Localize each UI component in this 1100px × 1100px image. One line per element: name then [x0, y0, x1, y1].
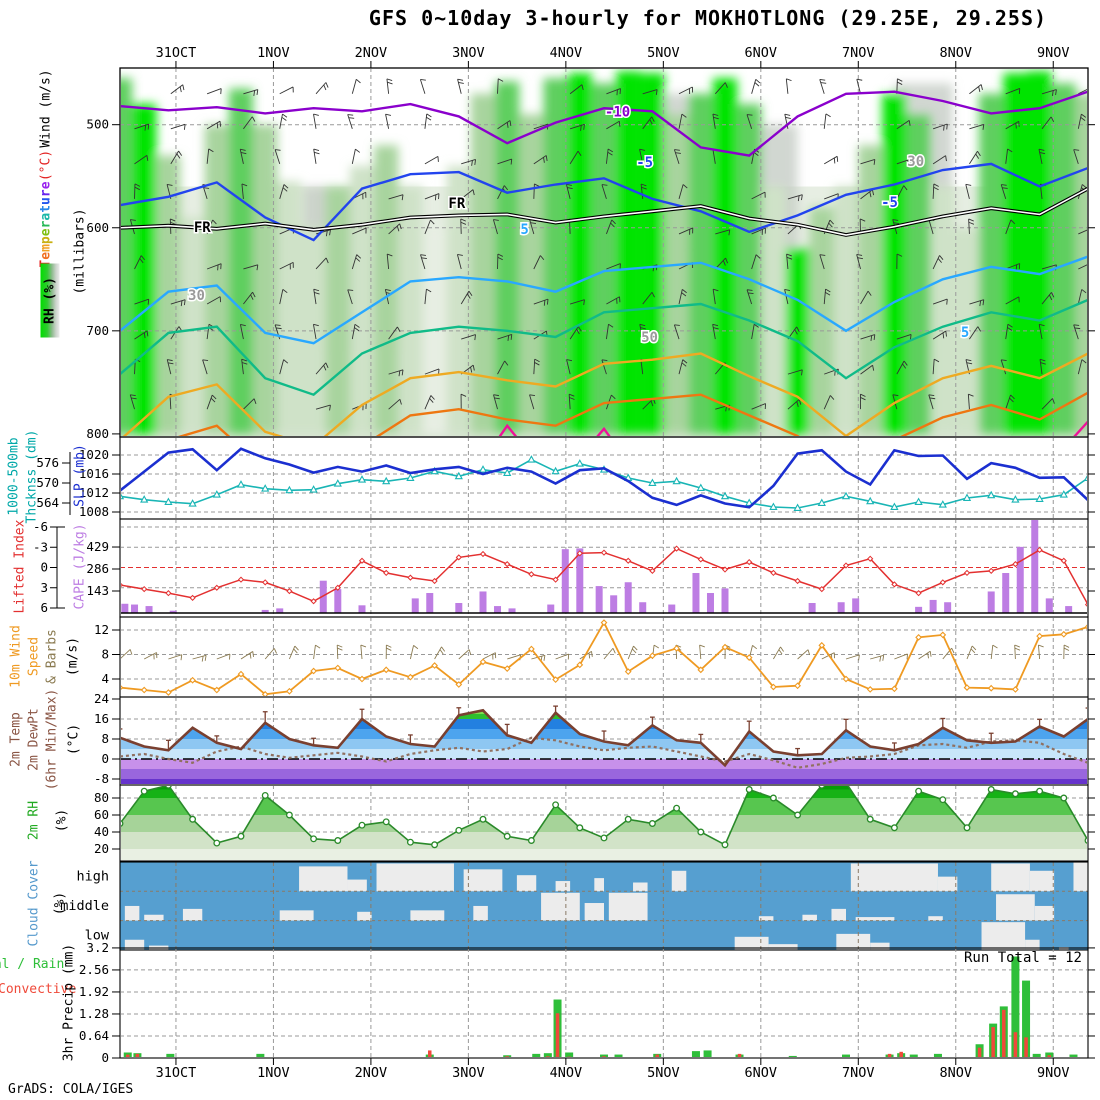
svg-text:1.92: 1.92	[79, 984, 109, 999]
svg-text:-3: -3	[33, 539, 48, 554]
svg-text:6: 6	[40, 600, 48, 615]
svg-text:60: 60	[94, 807, 109, 822]
svg-text:-6: -6	[33, 519, 48, 534]
svg-text:2NOV: 2NOV	[355, 45, 388, 61]
svg-text:576: 576	[36, 455, 59, 470]
svg-text:80: 80	[94, 790, 109, 805]
upper-rh-axis-label: RH (%)	[40, 263, 60, 338]
svg-text:6NOV: 6NOV	[745, 1065, 778, 1081]
grads-credit: GrADS: COLA/IGES	[8, 1082, 134, 1097]
svg-text:0: 0	[101, 1050, 109, 1065]
svg-text:-10: -10	[605, 104, 630, 120]
precip-total-rain-label: tal / Rain	[0, 957, 65, 972]
svg-text:5: 5	[961, 325, 969, 341]
svg-text:31OCT: 31OCT	[156, 45, 197, 61]
svg-text:FR: FR	[194, 220, 211, 236]
svg-text:16: 16	[94, 711, 109, 726]
svg-text:800: 800	[86, 426, 109, 441]
svg-text:500: 500	[86, 117, 109, 132]
svg-text:7NOV: 7NOV	[842, 45, 875, 61]
svg-text:middle: middle	[60, 898, 109, 914]
svg-text:5: 5	[520, 222, 528, 238]
upper-millibars-axis-label: (millibars)	[72, 208, 88, 295]
panel-wind10m	[121, 618, 1087, 696]
svg-text:1NOV: 1NOV	[257, 1065, 290, 1081]
svg-text:2.56: 2.56	[79, 962, 109, 977]
svg-text:1012: 1012	[79, 485, 109, 500]
svg-text:30: 30	[907, 154, 924, 170]
panel-li-cape	[121, 520, 1087, 616]
svg-text:600: 600	[86, 220, 109, 235]
svg-text:4: 4	[101, 671, 109, 686]
svg-text:3NOV: 3NOV	[452, 45, 485, 61]
svg-text:31OCT: 31OCT	[156, 1065, 197, 1081]
svg-text:570: 570	[36, 475, 59, 490]
svg-text:3.2: 3.2	[86, 940, 109, 955]
svg-text:1.28: 1.28	[79, 1006, 109, 1021]
svg-text:3NOV: 3NOV	[452, 1065, 485, 1081]
svg-text:8NOV: 8NOV	[940, 45, 973, 61]
precip-convective-label: Convective	[0, 982, 77, 997]
svg-text:8: 8	[101, 647, 109, 662]
panel-slp-thickness	[121, 438, 1087, 518]
svg-text:6NOV: 6NOV	[745, 45, 778, 61]
svg-text:8: 8	[101, 731, 109, 746]
svg-text:9NOV: 9NOV	[1037, 45, 1070, 61]
svg-text:700: 700	[86, 323, 109, 338]
svg-text:3: 3	[40, 580, 48, 595]
svg-text:1008: 1008	[79, 504, 109, 519]
svg-text:40: 40	[94, 824, 109, 839]
panel-rh2m	[121, 786, 1087, 860]
svg-text:24: 24	[94, 691, 109, 706]
svg-text:-8: -8	[94, 771, 109, 786]
svg-text:7NOV: 7NOV	[842, 1065, 875, 1081]
svg-text:50: 50	[641, 330, 658, 346]
svg-text:5NOV: 5NOV	[647, 1065, 680, 1081]
svg-text:0: 0	[40, 560, 48, 575]
precip-axis-label: 3hr Precip (mm)	[61, 943, 77, 1062]
svg-text:30: 30	[188, 288, 205, 304]
svg-text:1NOV: 1NOV	[257, 45, 290, 61]
temp2m-axis-label-1: 2m Temp	[8, 712, 24, 767]
run-total-text: Run Total = 12	[963, 950, 1082, 966]
svg-text:FR: FR	[448, 196, 465, 212]
svg-text:1020: 1020	[79, 447, 109, 462]
panel-temp2m	[121, 698, 1087, 784]
svg-text:4NOV: 4NOV	[550, 1065, 583, 1081]
svg-text:2NOV: 2NOV	[355, 1065, 388, 1081]
panel-precip	[121, 949, 1087, 1057]
svg-text:0: 0	[101, 751, 109, 766]
svg-text:9NOV: 9NOV	[1037, 1065, 1070, 1081]
svg-text:-5: -5	[636, 155, 653, 171]
page-title: GFS 0~10day 3-hourly for MOKHOTLONG (29.…	[368, 6, 1048, 30]
svg-text:high: high	[76, 869, 109, 885]
svg-text:429: 429	[86, 539, 109, 554]
svg-text:5NOV: 5NOV	[647, 45, 680, 61]
svg-text:8NOV: 8NOV	[940, 1065, 973, 1081]
svg-text:12: 12	[94, 622, 109, 637]
svg-text:143: 143	[86, 583, 109, 598]
svg-text:-5: -5	[881, 195, 898, 211]
svg-text:4NOV: 4NOV	[550, 45, 583, 61]
panel-cloud-cover: high middle low	[60, 862, 1088, 950]
svg-text:564: 564	[36, 495, 59, 510]
svg-text:low: low	[85, 927, 110, 943]
panel-upper-air: -10 -5 -5 FR FR 5 5 30 30 50	[121, 69, 1087, 436]
svg-text:286: 286	[86, 561, 109, 576]
svg-text:1016: 1016	[79, 466, 109, 481]
svg-text:0.64: 0.64	[79, 1028, 109, 1043]
svg-text:20: 20	[94, 841, 109, 856]
